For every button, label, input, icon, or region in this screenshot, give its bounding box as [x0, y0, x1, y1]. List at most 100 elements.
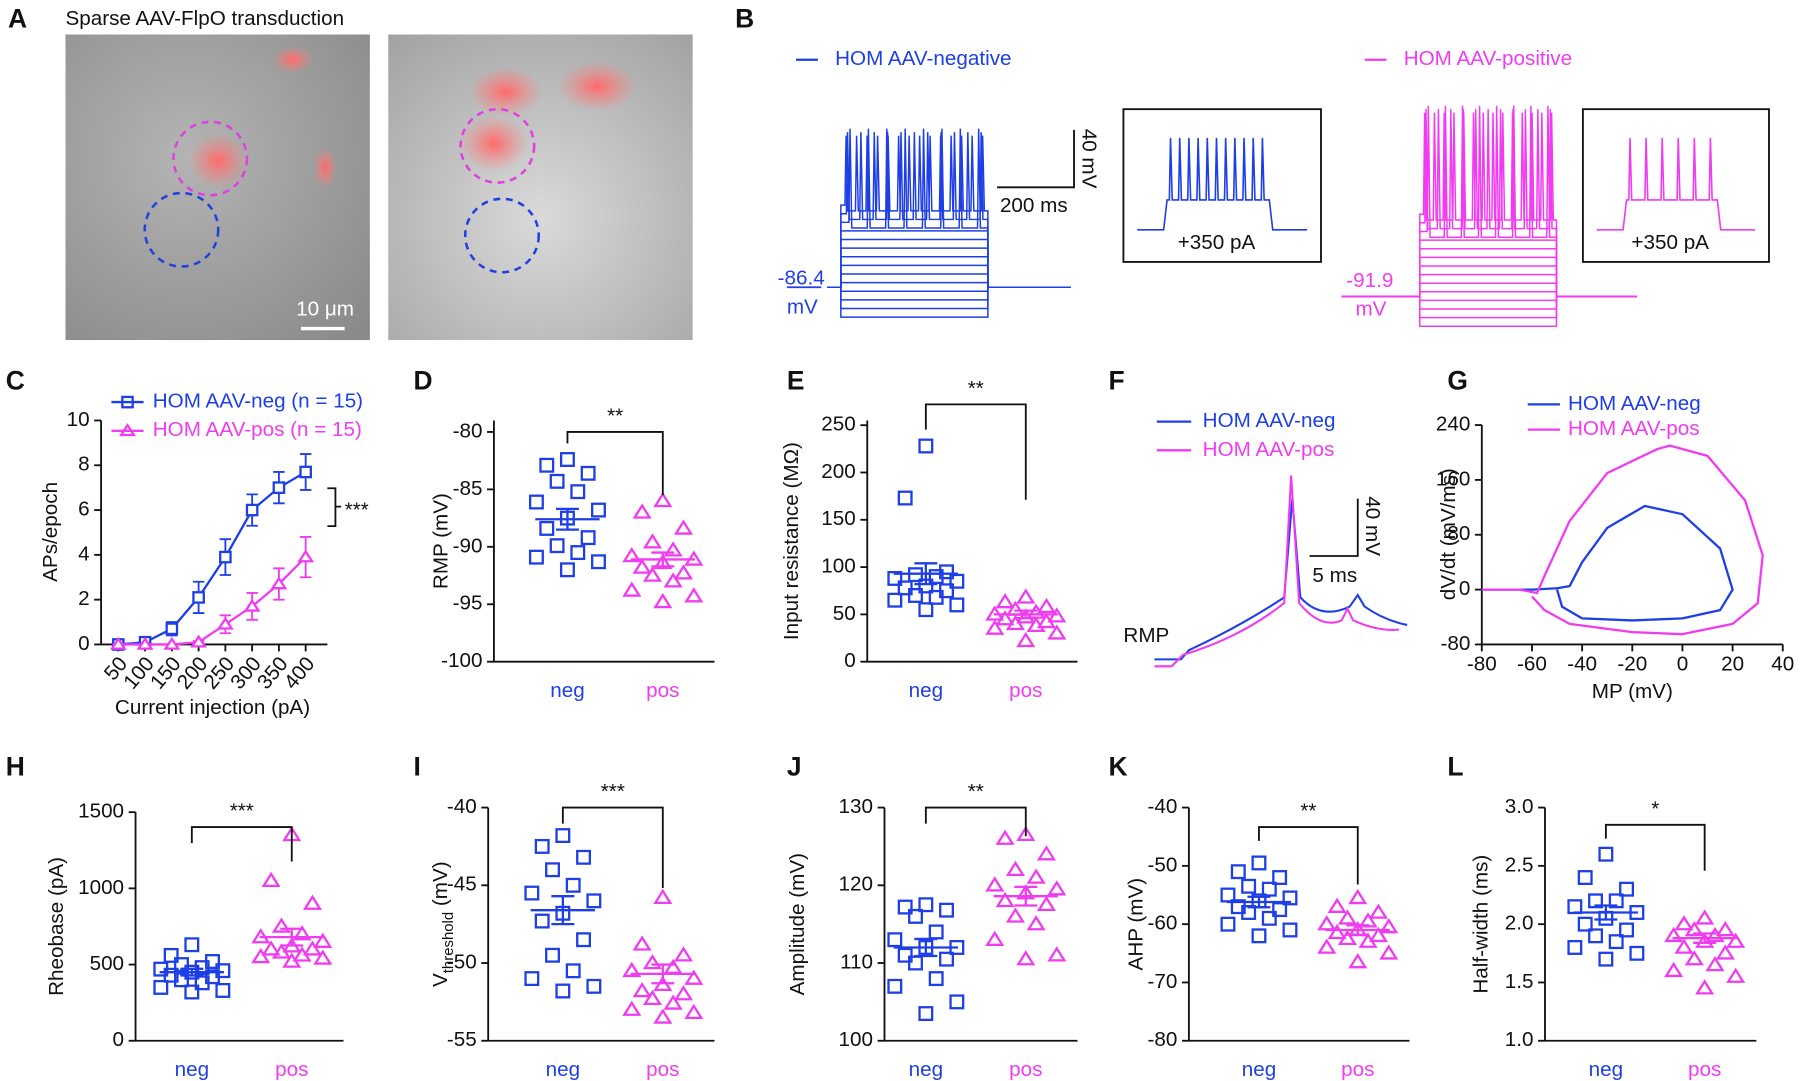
point	[1567, 940, 1583, 955]
inset-trace	[1596, 137, 1756, 231]
y-tick-label: 8	[78, 453, 90, 476]
point	[261, 940, 281, 956]
point	[1327, 897, 1347, 913]
point	[1016, 825, 1036, 842]
y-tick-label: -85	[453, 477, 483, 500]
point	[119, 423, 136, 437]
point	[586, 893, 602, 909]
panel-letter: C	[6, 366, 25, 396]
fluorescent-cell	[272, 45, 314, 74]
y-tick-label: -95	[453, 592, 483, 615]
point	[622, 547, 642, 563]
y-tick-label: 100	[821, 555, 855, 578]
phase-loop	[1481, 444, 1764, 636]
point	[313, 932, 333, 948]
point	[1220, 916, 1236, 932]
point	[663, 958, 683, 974]
point	[299, 465, 312, 479]
point	[1695, 932, 1715, 948]
point	[1379, 944, 1399, 960]
y-tick-label: 130	[839, 795, 873, 818]
y-tick-label: 50	[833, 602, 856, 625]
point	[622, 581, 642, 597]
point	[1026, 915, 1046, 931]
point	[1705, 926, 1725, 943]
point	[545, 947, 560, 963]
point	[1684, 950, 1704, 966]
point	[153, 979, 169, 995]
point	[949, 597, 965, 613]
significance: **	[607, 404, 623, 427]
point	[302, 894, 322, 910]
point	[243, 598, 261, 612]
y-tick-label: 2	[78, 587, 90, 610]
legend-label: HOM AAV-negative	[835, 47, 1011, 70]
point	[928, 971, 944, 987]
y-tick-label: -80	[453, 419, 483, 442]
point	[539, 457, 555, 473]
series-line	[118, 470, 307, 646]
legend-label: HOM AAV-positive	[1404, 47, 1572, 70]
y-tick-label: 250	[821, 413, 855, 436]
point	[272, 481, 286, 494]
sem-bar	[914, 562, 938, 586]
significance: **	[968, 377, 984, 400]
point	[591, 502, 606, 518]
x-tick-label: neg	[1589, 1058, 1623, 1081]
rmp-unit: mV	[787, 295, 818, 318]
point	[1317, 915, 1337, 931]
point	[1036, 597, 1056, 614]
point	[985, 930, 1005, 946]
panel-letter: L	[1447, 751, 1463, 781]
axes	[866, 420, 1078, 663]
point	[271, 917, 291, 933]
x-tick-label: neg	[909, 679, 943, 702]
panel-letter: D	[414, 366, 433, 396]
point	[576, 932, 592, 948]
point	[586, 978, 602, 994]
x-tick-label: -60	[1517, 653, 1547, 676]
point	[1016, 608, 1036, 624]
scale-bar	[1309, 498, 1359, 557]
legend-label: HOM AAV-neg	[1568, 392, 1701, 415]
point	[1251, 928, 1267, 944]
point	[642, 566, 662, 582]
point	[1695, 979, 1715, 995]
point	[1684, 921, 1704, 937]
point	[184, 937, 200, 953]
y-axis-label: dV/dt (mV/ms)	[1437, 468, 1460, 600]
point	[163, 967, 179, 983]
point	[1577, 870, 1593, 885]
panel-letter: A	[8, 4, 27, 34]
point	[292, 946, 312, 962]
point	[887, 570, 903, 586]
y-tick-label: -90	[453, 534, 483, 557]
point	[622, 1000, 642, 1016]
point	[908, 908, 923, 924]
series-line	[118, 556, 307, 646]
axes	[883, 807, 1078, 1042]
x-tick-label: pos	[275, 1058, 308, 1081]
point	[1036, 612, 1056, 629]
significance-bracket	[190, 826, 293, 862]
panel-letter: B	[735, 4, 754, 34]
point	[887, 932, 903, 948]
point	[1619, 922, 1635, 938]
x-tick-label: -80	[1467, 653, 1497, 676]
point	[995, 610, 1015, 626]
point	[192, 591, 205, 604]
panel-letter: H	[6, 751, 25, 781]
y-tick-label: -80	[1148, 1028, 1178, 1051]
trace	[827, 238, 1071, 288]
point	[939, 902, 954, 918]
x-tick-label: 400	[280, 652, 320, 693]
y-tick-label: 240	[1436, 413, 1470, 436]
point	[524, 971, 540, 987]
point	[684, 1003, 704, 1020]
point	[1726, 967, 1746, 983]
significance: ***	[345, 499, 369, 522]
phase-loop	[1481, 504, 1734, 622]
point	[524, 885, 540, 901]
